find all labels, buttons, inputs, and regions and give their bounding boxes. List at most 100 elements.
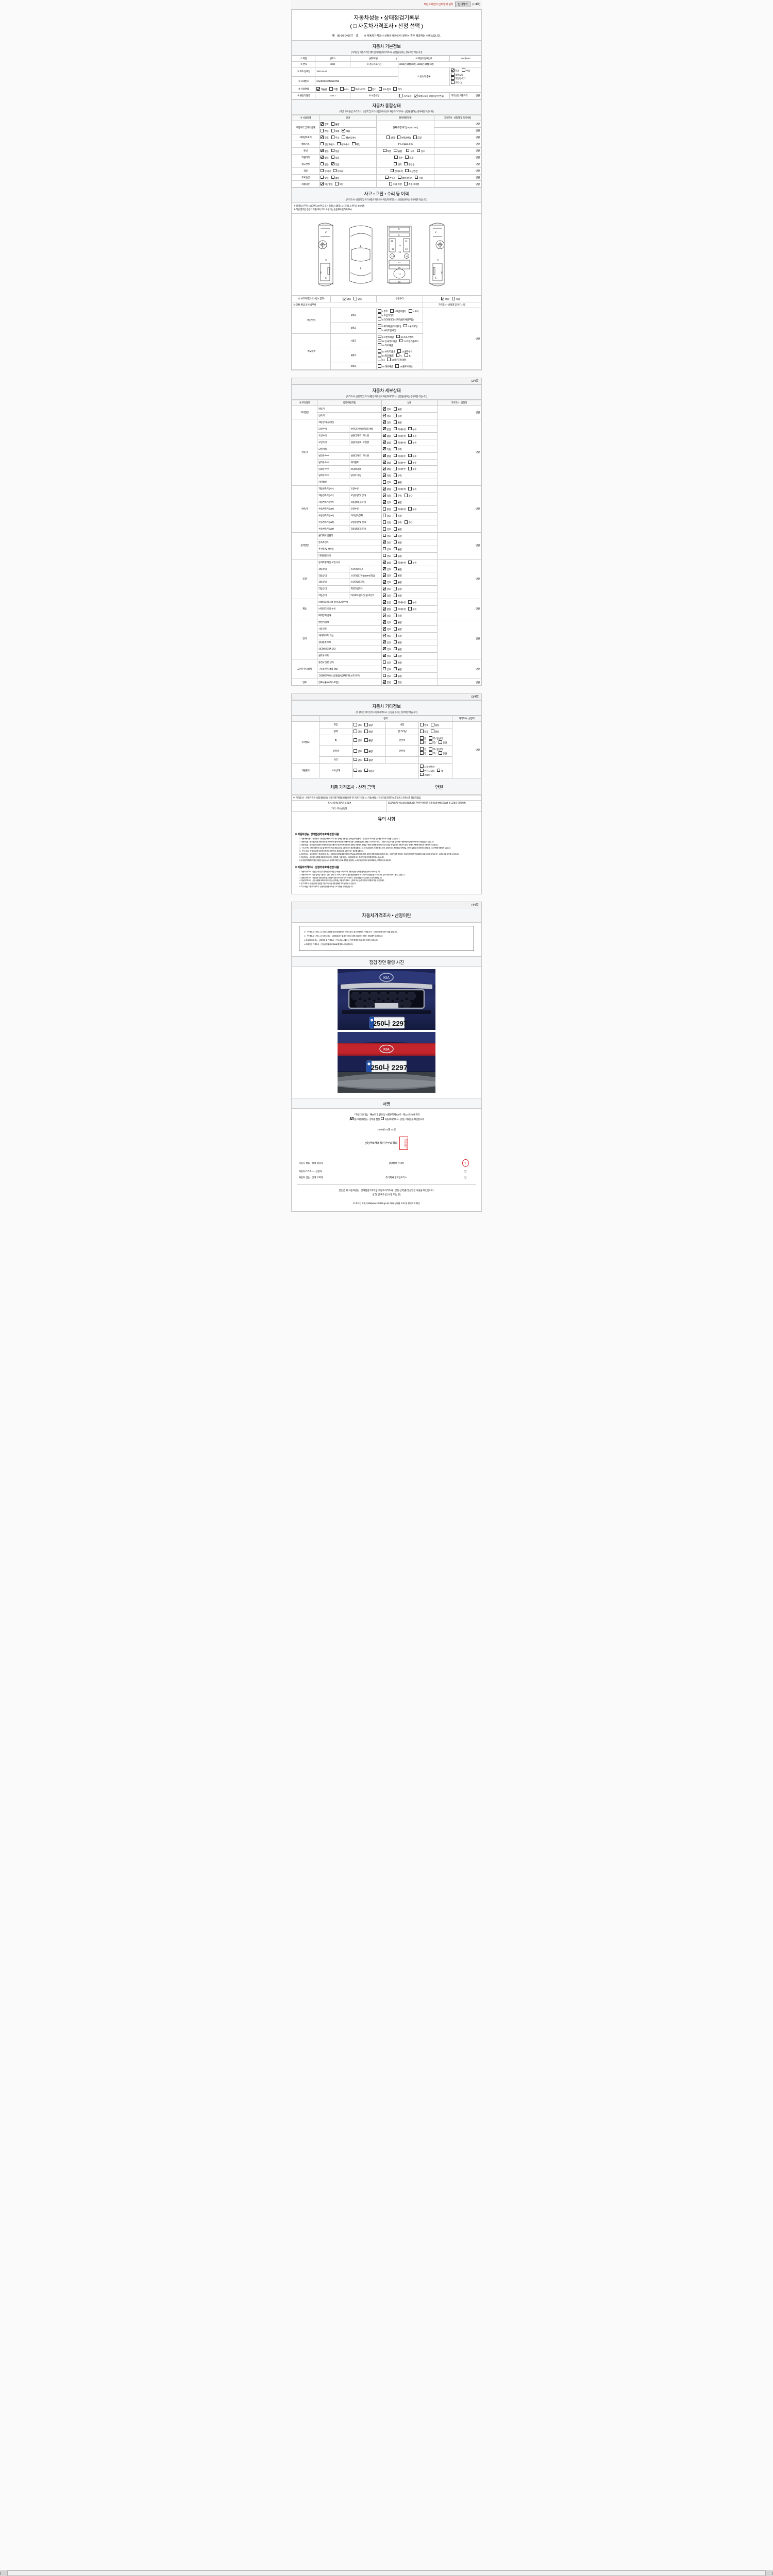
checkbox-icon[interactable] — [382, 533, 386, 537]
checkbox-icon[interactable] — [393, 580, 397, 584]
checkbox-icon[interactable] — [382, 647, 386, 651]
detail-option[interactable]: 양호 — [382, 594, 391, 598]
detail-option[interactable]: 과다 — [404, 494, 413, 498]
detail-option[interactable]: 불량 — [393, 647, 402, 651]
other-right-options[interactable] — [418, 756, 452, 764]
warranty-option[interactable]: 자가보증 — [399, 94, 412, 98]
checkbox-icon[interactable] — [393, 567, 397, 571]
detail-option[interactable]: 불량 — [393, 420, 402, 425]
overall-option[interactable]: 상이 — [386, 135, 395, 140]
checkbox-icon[interactable] — [408, 507, 412, 511]
detail-option[interactable]: 없음 — [382, 560, 391, 565]
other-left-options[interactable]: 양호 불량 — [352, 756, 386, 764]
checkbox-icon[interactable] — [382, 420, 386, 424]
other-option[interactable]: 양호 — [354, 730, 362, 734]
transmission-option[interactable]: 자동 — [451, 68, 459, 73]
detail-option[interactable]: 불량 — [393, 667, 402, 671]
checkbox-icon[interactable] — [429, 736, 432, 740]
checkbox-icon[interactable] — [367, 87, 372, 91]
checkbox-icon[interactable] — [320, 142, 324, 146]
detail-option[interactable]: 불량 — [393, 620, 402, 624]
checkbox-icon[interactable] — [420, 736, 424, 740]
overall-option[interactable]: 도말 — [413, 135, 422, 140]
overall-state-cell[interactable]: 해당없음 해당 — [318, 180, 377, 188]
checkbox-icon[interactable] — [382, 667, 386, 671]
checkbox-icon[interactable] — [382, 407, 386, 411]
checkbox-icon[interactable] — [393, 467, 397, 471]
overall-option[interactable]: 영업용 — [404, 162, 414, 166]
detail-state-cell[interactable]: 양호 불량 — [381, 405, 438, 413]
checkbox-icon[interactable] — [429, 747, 432, 751]
checkbox-icon[interactable] — [378, 349, 381, 353]
transmission-option[interactable]: 기타 ( ) — [451, 80, 462, 84]
checkbox-icon[interactable] — [378, 87, 382, 91]
checkbox-icon[interactable] — [383, 148, 386, 152]
detail-option[interactable]: 미세누유 — [393, 427, 406, 431]
checkbox-icon[interactable] — [393, 148, 397, 152]
checkbox-icon[interactable] — [364, 768, 368, 772]
overall-item-cell[interactable]: 전체도색 색상변경 — [376, 167, 434, 175]
overall-option[interactable]: 없음 — [320, 155, 329, 160]
detail-option[interactable]: 적정 — [382, 447, 391, 451]
detail-option[interactable]: 미세누유 — [393, 487, 406, 491]
detail-option[interactable]: 양호 — [382, 567, 391, 571]
detail-state-cell[interactable]: 양호 불량 — [381, 512, 438, 519]
other-option[interactable]: 응급 — [439, 751, 447, 755]
checkbox-icon[interactable] — [385, 175, 389, 179]
detail-state-cell[interactable]: 적정 부족 — [381, 472, 438, 480]
rank-items[interactable]: 6.쿼터패널(리어휀다) 7.루프패널 8.사이드실 패널 — [376, 322, 423, 334]
detail-state-cell[interactable]: 적정 부족 과다 — [381, 518, 438, 526]
checkbox-icon[interactable] — [382, 473, 386, 477]
checkbox-icon[interactable] — [382, 640, 386, 644]
checkbox-icon[interactable] — [393, 673, 397, 677]
checkbox-icon[interactable] — [382, 500, 386, 504]
other-option[interactable]: 후 / — [429, 751, 436, 755]
checkbox-icon[interactable] — [430, 723, 434, 726]
detail-option[interactable]: 없음 — [382, 467, 391, 471]
checkbox-icon[interactable] — [354, 723, 357, 726]
detail-state-cell[interactable]: 양호 불량 — [381, 538, 438, 546]
part-option[interactable]: 5.라디에이터 서포트(볼트체결부품) — [378, 317, 414, 321]
checkbox-icon[interactable] — [382, 626, 386, 631]
detail-state-cell[interactable]: 양호 불량 — [381, 638, 438, 646]
scrollbar-thumb[interactable] — [7, 2570, 766, 2576]
checkbox-icon[interactable] — [420, 730, 424, 733]
checkbox-icon[interactable] — [320, 122, 324, 126]
checkbox-icon[interactable] — [399, 338, 403, 343]
checkbox-icon[interactable] — [393, 514, 397, 517]
checkbox-icon[interactable] — [397, 349, 401, 353]
detail-state-cell[interactable]: 양호 불량 — [381, 652, 438, 659]
detail-option[interactable]: 미세누유 — [393, 507, 406, 511]
overall-state-cell[interactable]: 없음 있음 — [318, 154, 377, 161]
accident-history-options[interactable]: 없음 있음 — [330, 295, 377, 303]
checkbox-icon[interactable] — [393, 87, 397, 91]
checkbox-icon[interactable] — [354, 749, 357, 753]
overall-option[interactable]: 침수 — [394, 155, 403, 160]
detail-option[interactable]: 불량 — [393, 547, 402, 551]
overall-option[interactable]: 없음 — [320, 162, 329, 166]
detail-state-cell[interactable]: 없음 미세누수 누수 — [381, 459, 438, 466]
checkbox-icon[interactable] — [382, 614, 386, 617]
detail-state-cell[interactable]: 양호 불량 — [381, 499, 438, 506]
checkbox-icon[interactable] — [393, 553, 397, 557]
overall-option[interactable]: 전체도색 — [390, 168, 403, 173]
law-checkbox-1[interactable] — [349, 1116, 354, 1121]
part-option[interactable]: 3.도어 — [409, 309, 418, 313]
simple-repair-option[interactable]: 없음 — [441, 297, 449, 301]
checkbox-icon[interactable] — [364, 723, 368, 726]
overall-state-cell[interactable]: 있음 없음 — [318, 174, 377, 181]
overall-item-cell[interactable]: 0 %, 0 ppm, 0 % — [376, 140, 434, 148]
checkbox-icon[interactable] — [320, 155, 324, 159]
checkbox-icon[interactable] — [404, 324, 407, 328]
transmission-options[interactable]: 자동 수동세미오토무단변속기기타 ( ) — [449, 66, 481, 87]
detail-option[interactable]: 미세누수 — [393, 453, 406, 458]
detail-state-cell[interactable]: 없음 미세누수 누수 — [381, 465, 438, 473]
checkbox-icon[interactable] — [382, 594, 386, 597]
checkbox-icon[interactable] — [351, 87, 355, 91]
detail-option[interactable]: 누유 — [408, 433, 416, 438]
detail-state-cell[interactable]: 없음 미세누유 누유 — [381, 438, 438, 446]
checkbox-icon[interactable] — [382, 433, 386, 437]
detail-option[interactable]: 미세누유 — [393, 440, 406, 445]
checkbox-icon[interactable] — [393, 494, 397, 497]
detail-state-cell[interactable]: 양호 불량 — [381, 552, 438, 560]
